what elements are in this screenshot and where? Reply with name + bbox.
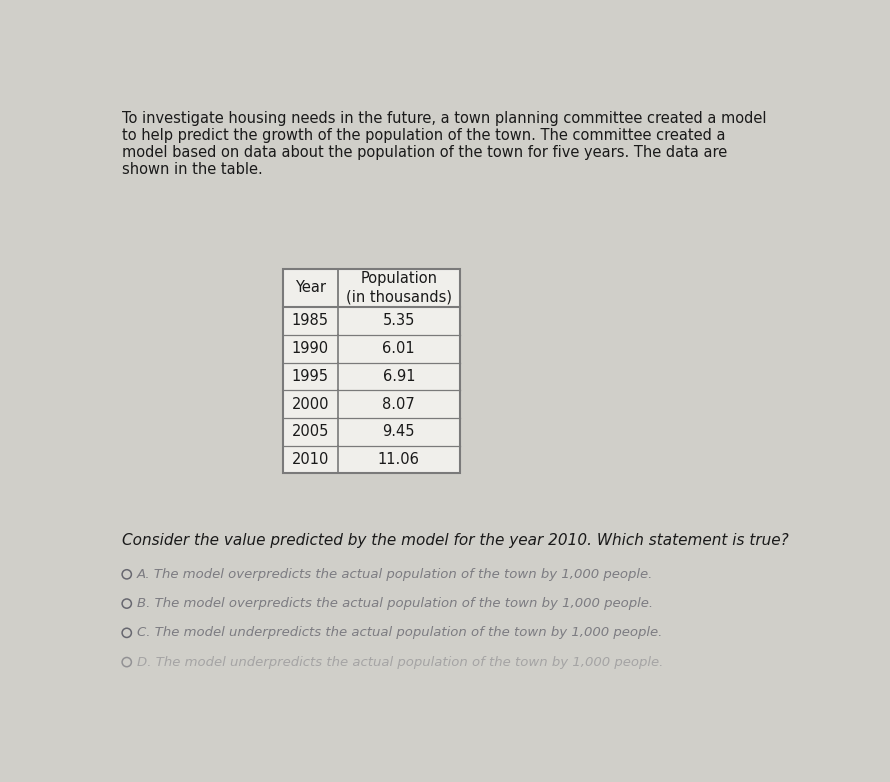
Text: model based on data about the population of the town for five years. The data ar: model based on data about the population… <box>122 145 727 160</box>
Text: B. The model overpredicts the actual population of the town by 1,000 people.: B. The model overpredicts the actual pop… <box>137 597 653 610</box>
Text: 6.91: 6.91 <box>383 369 415 384</box>
Text: Population
(in thousands): Population (in thousands) <box>346 271 452 305</box>
Text: 1995: 1995 <box>292 369 329 384</box>
Text: C. The model underpredicts the actual population of the town by 1,000 people.: C. The model underpredicts the actual po… <box>137 626 662 640</box>
Bar <box>283 269 460 473</box>
Text: shown in the table.: shown in the table. <box>122 162 263 177</box>
Text: 1990: 1990 <box>292 341 329 357</box>
Text: Consider the value predicted by the model for the year 2010. Which statement is : Consider the value predicted by the mode… <box>122 533 789 548</box>
Text: Year: Year <box>295 281 326 296</box>
Text: D. The model underpredicts the actual population of the town by 1,000 people.: D. The model underpredicts the actual po… <box>137 655 663 669</box>
Text: 2005: 2005 <box>292 425 329 439</box>
Text: 1985: 1985 <box>292 314 329 328</box>
Text: 11.06: 11.06 <box>378 452 420 467</box>
Text: 2000: 2000 <box>292 396 329 411</box>
Text: 6.01: 6.01 <box>383 341 415 357</box>
Text: 2010: 2010 <box>292 452 329 467</box>
Text: to help predict the growth of the population of the town. The committee created : to help predict the growth of the popula… <box>122 127 725 143</box>
Text: 9.45: 9.45 <box>383 425 415 439</box>
Text: 8.07: 8.07 <box>383 396 415 411</box>
Text: A. The model overpredicts the actual population of the town by 1,000 people.: A. The model overpredicts the actual pop… <box>137 568 653 581</box>
Text: To investigate housing needs in the future, a town planning committee created a : To investigate housing needs in the futu… <box>122 111 766 126</box>
Text: 5.35: 5.35 <box>383 314 415 328</box>
